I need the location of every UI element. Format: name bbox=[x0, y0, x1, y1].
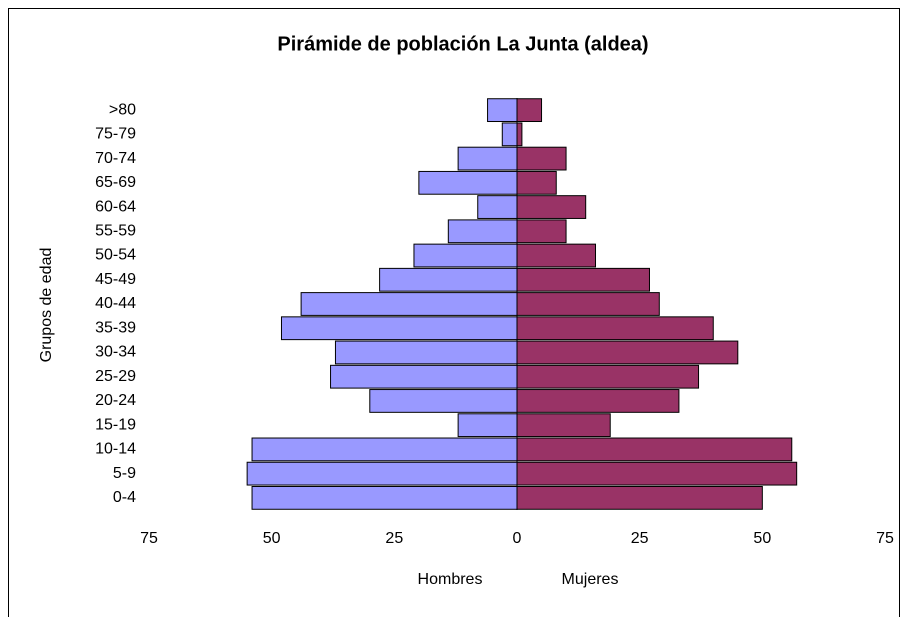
bar bbox=[516, 389, 680, 413]
bar bbox=[251, 437, 518, 462]
y-tick-label: 5-9 bbox=[113, 465, 136, 482]
y-tick-label: 20-24 bbox=[95, 392, 136, 409]
bar bbox=[516, 195, 587, 219]
y-tick-label: 70-74 bbox=[95, 150, 136, 167]
x-tick-label: 25 bbox=[631, 530, 649, 547]
bar bbox=[246, 461, 518, 486]
bar bbox=[477, 195, 518, 219]
x-tick-label: 75 bbox=[140, 530, 158, 547]
bar bbox=[280, 316, 518, 341]
y-tick-label: 35-39 bbox=[95, 319, 136, 336]
bar bbox=[334, 340, 518, 365]
y-axis-label: Grupos de edad bbox=[38, 248, 55, 363]
bar bbox=[516, 437, 793, 462]
x-tick-label: 50 bbox=[753, 530, 771, 547]
bar bbox=[516, 170, 557, 195]
y-tick-label: 15-19 bbox=[95, 416, 136, 433]
legend-entry: Hombres bbox=[418, 571, 483, 588]
bar bbox=[487, 98, 518, 123]
bar bbox=[330, 364, 518, 389]
bar bbox=[447, 219, 518, 244]
x-tick-label: 50 bbox=[263, 530, 281, 547]
bar bbox=[516, 292, 660, 316]
y-tick-label: 25-29 bbox=[95, 368, 136, 385]
x-tick-label: 25 bbox=[385, 530, 403, 547]
y-tick-label: 30-34 bbox=[95, 344, 136, 361]
bar bbox=[516, 316, 714, 341]
bar bbox=[251, 485, 518, 510]
bar bbox=[516, 461, 798, 486]
bar bbox=[413, 243, 518, 268]
bar bbox=[379, 267, 518, 292]
bar bbox=[516, 267, 650, 292]
y-tick-label: 75-79 bbox=[95, 126, 136, 143]
legend-entry: Mujeres bbox=[562, 571, 619, 588]
bar bbox=[457, 413, 518, 438]
y-tick-label: >80 bbox=[109, 101, 136, 118]
bar bbox=[516, 413, 611, 438]
bar bbox=[516, 98, 543, 123]
y-tick-label: 65-69 bbox=[95, 174, 136, 191]
bar bbox=[516, 243, 597, 268]
x-tick-label: 0 bbox=[513, 530, 522, 547]
y-tick-label: 45-49 bbox=[95, 271, 136, 288]
bar bbox=[516, 485, 763, 510]
x-tick-label: 75 bbox=[876, 530, 894, 547]
chart-border bbox=[8, 8, 900, 617]
chart-title: Pirámide de población La Junta (aldea) bbox=[277, 33, 648, 55]
bar bbox=[516, 122, 523, 147]
bar bbox=[300, 292, 518, 316]
bar bbox=[457, 146, 518, 171]
y-tick-label: 10-14 bbox=[95, 441, 136, 458]
y-tick-label: 0-4 bbox=[113, 489, 136, 506]
y-tick-label: 40-44 bbox=[95, 295, 136, 312]
bar bbox=[516, 340, 739, 365]
bar bbox=[516, 146, 567, 171]
bar bbox=[516, 364, 700, 389]
bar bbox=[516, 219, 567, 244]
bar bbox=[418, 170, 518, 195]
y-tick-label: 60-64 bbox=[95, 198, 136, 215]
bar bbox=[369, 389, 518, 413]
bar bbox=[501, 122, 518, 147]
y-tick-label: 50-54 bbox=[95, 247, 136, 264]
y-tick-label: 55-59 bbox=[95, 223, 136, 240]
